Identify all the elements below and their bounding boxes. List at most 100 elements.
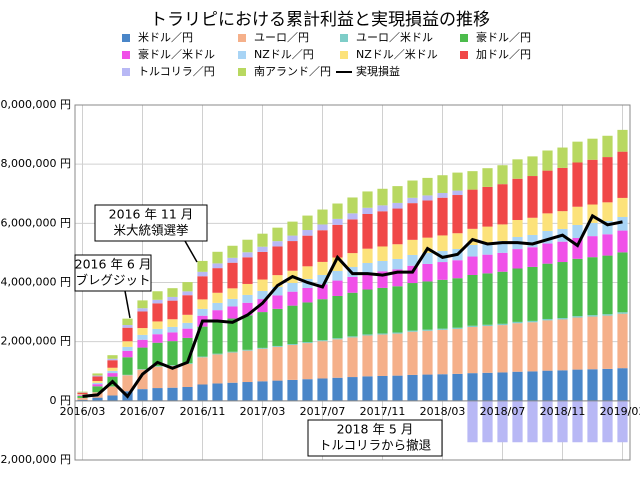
- bar-segment: [542, 263, 553, 319]
- bar-segment: [512, 323, 523, 372]
- bar-segment: [302, 235, 313, 267]
- bar-segment: [122, 375, 133, 392]
- bar-segment: [302, 287, 313, 303]
- bar-segment: [302, 215, 313, 231]
- bar-segment: [152, 334, 163, 343]
- bar-segment: [92, 373, 103, 376]
- bar-segment: [392, 269, 403, 287]
- bar-segment: [542, 230, 553, 244]
- bar-segment: [242, 350, 253, 383]
- legend-swatch: [122, 68, 130, 76]
- bar-segment: [362, 376, 373, 401]
- legend-swatch: [460, 34, 468, 42]
- bar-segment: [422, 263, 433, 282]
- legend-swatch: [340, 34, 348, 42]
- bar-segment: [317, 274, 328, 285]
- bar-segment: [332, 295, 343, 339]
- bar-segment: [227, 262, 238, 289]
- legend-label: ユーロ／円: [254, 31, 309, 44]
- bar-segment: [257, 290, 268, 300]
- bar-segment: [497, 325, 508, 373]
- bar-segment: [182, 291, 193, 296]
- bar-segment: [587, 222, 598, 237]
- bar-segment: [497, 240, 508, 253]
- bar-segment: [452, 195, 463, 234]
- bar-segment: [242, 382, 253, 401]
- bar-segment: [317, 299, 328, 341]
- bar-segment: [77, 394, 88, 395]
- bar-segment: [257, 233, 268, 247]
- bar-segment: [572, 206, 583, 225]
- bar-segment: [92, 386, 103, 393]
- bar-segment: [122, 357, 133, 375]
- bar-segment: [122, 327, 133, 342]
- bar-segment: [527, 400, 538, 443]
- bar-segment: [212, 353, 223, 355]
- bar-segment: [152, 366, 163, 389]
- bar-segment: [407, 265, 418, 284]
- bar-segment: [422, 252, 433, 264]
- bar-segment: [542, 318, 553, 321]
- bar-segment: [362, 335, 373, 377]
- bar-segment: [107, 395, 118, 401]
- bar-segment: [167, 365, 178, 366]
- bar-segment: [482, 324, 493, 327]
- bar-segment: [437, 279, 448, 329]
- bar-segment: [317, 340, 328, 342]
- bar-segment: [512, 268, 523, 322]
- bar-segment: [587, 138, 598, 160]
- bar-segment: [212, 310, 223, 322]
- bar-segment: [107, 373, 118, 377]
- bar-segment: [377, 271, 388, 288]
- bar-segment: [377, 375, 388, 401]
- bar-segment: [332, 338, 343, 340]
- bar-segment: [77, 395, 88, 398]
- bar-segment: [332, 218, 343, 225]
- bar-segment: [182, 386, 193, 401]
- bar-segment: [557, 370, 568, 401]
- bar-segment: [152, 303, 163, 322]
- y-tick-label: 4,000,000 円: [1, 276, 71, 289]
- bar-segment: [617, 216, 628, 231]
- bar-segment: [167, 326, 178, 333]
- legend-label: 豪ドル／米ドル: [138, 47, 215, 61]
- bar-segment: [182, 322, 193, 329]
- bar-segment: [482, 168, 493, 187]
- bar-segment: [587, 236, 598, 258]
- bar-segment: [407, 283, 418, 331]
- bar-segment: [302, 342, 313, 344]
- bar-segment: [137, 389, 148, 401]
- bar-segment: [332, 224, 343, 258]
- bar-segment: [527, 266, 538, 321]
- bar-segment: [212, 354, 223, 384]
- bar-segment: [557, 147, 568, 168]
- bar-segment: [242, 349, 253, 351]
- bar-segment: [257, 348, 268, 382]
- bar-segment: [452, 373, 463, 401]
- bar-segment: [617, 230, 628, 253]
- bar-segment: [467, 189, 478, 229]
- bar-segment: [362, 213, 373, 249]
- bar-segment: [602, 400, 613, 443]
- bar-segment: [602, 220, 613, 235]
- bar-segment: [227, 288, 238, 299]
- legend-swatch: [122, 34, 130, 42]
- bar-segment: [437, 175, 448, 193]
- bar-segment: [362, 207, 373, 214]
- bar-segment: [257, 279, 268, 291]
- bar-segment: [257, 312, 268, 348]
- bar-segment: [92, 384, 103, 387]
- bar-segment: [242, 315, 253, 350]
- bar-segment: [587, 369, 598, 401]
- bar-segment: [347, 197, 358, 214]
- bar-segment: [272, 346, 283, 381]
- bar-segment: [407, 197, 418, 204]
- bar-segment: [392, 244, 403, 259]
- bar-segment: [512, 178, 523, 220]
- legend-swatch: [238, 34, 246, 42]
- bar-segment: [377, 287, 388, 334]
- bar-segment: [197, 271, 208, 277]
- bar-segment: [317, 378, 328, 401]
- bar-segment: [407, 254, 418, 266]
- bar-segment: [107, 360, 118, 368]
